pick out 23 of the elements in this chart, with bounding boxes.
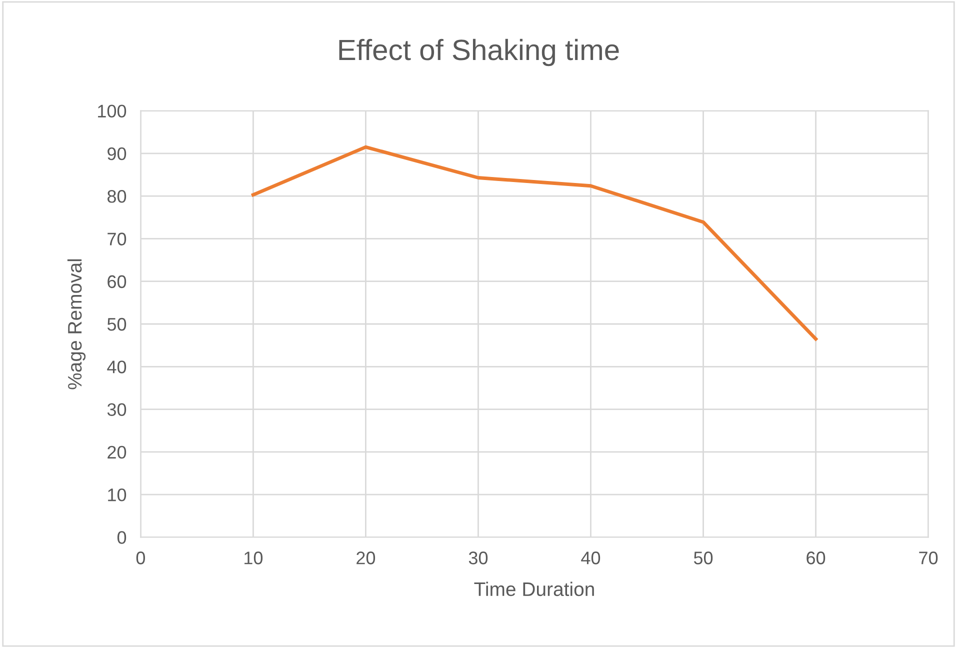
line-series bbox=[251, 145, 818, 341]
y-tick-label: 20 bbox=[108, 446, 126, 459]
x-tick-label: 20 bbox=[356, 552, 376, 564]
y-tick-label: 60 bbox=[108, 275, 126, 288]
x-tick-label: 0 bbox=[136, 552, 145, 564]
chart-title: Effect of Shaking time bbox=[339, 38, 619, 66]
y-tick-label: 10 bbox=[108, 488, 126, 502]
y-tick-label: 50 bbox=[107, 318, 126, 331]
y-tick-label: 90 bbox=[108, 147, 126, 160]
x-tick-label: 60 bbox=[806, 552, 826, 564]
x-tick-label: 40 bbox=[581, 552, 600, 564]
y-tick-label: 0 bbox=[117, 531, 126, 544]
x-tick-label: 50 bbox=[694, 552, 713, 564]
y-tick-label: 100 bbox=[98, 104, 126, 118]
y-tick-label: 70 bbox=[108, 232, 126, 246]
y-tick-label: 30 bbox=[107, 403, 126, 416]
x-axis-title: Time Duration bbox=[474, 582, 594, 596]
x-tick-label: 70 bbox=[919, 552, 938, 564]
y-tick-label: 40 bbox=[107, 360, 126, 374]
y-axis-title: %age Removal bbox=[67, 259, 86, 390]
x-tick-label: 30 bbox=[468, 552, 488, 564]
y-tick-label: 80 bbox=[107, 190, 126, 203]
x-tick-label: 10 bbox=[244, 552, 263, 564]
